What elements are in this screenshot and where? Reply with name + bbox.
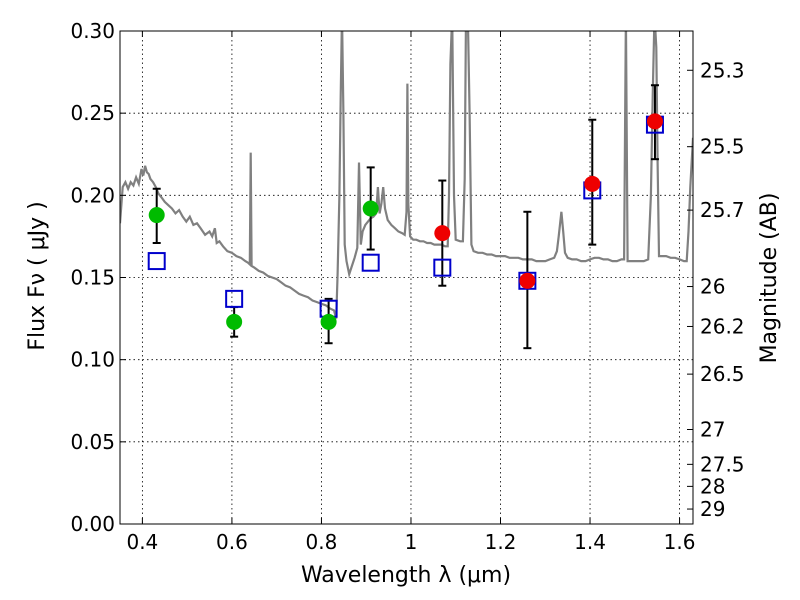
- observed-markers: [148, 113, 663, 330]
- y-tick-label: 0.05: [70, 430, 115, 454]
- observed-flux-point: [584, 175, 601, 192]
- y-tick-label: 0.15: [70, 266, 115, 290]
- y-tick-label: 0.30: [70, 19, 115, 43]
- plot-area: [120, 31, 693, 350]
- magnitude-tick-label: 25.7: [700, 198, 745, 222]
- observed-flux-point: [148, 207, 165, 224]
- magnitude-axis-label: Magnitude (AB): [757, 193, 782, 364]
- x-axis-ticks: 0.4 0.6 0.8 1 1.2 1.4 1.6: [126, 31, 695, 554]
- x-tick-label: 0.8: [306, 530, 338, 554]
- grid-lines: [120, 31, 693, 524]
- magnitude-tick-label: 26: [700, 275, 725, 299]
- x-tick-label: 1: [405, 530, 418, 554]
- observed-flux-point: [434, 225, 451, 242]
- observed-flux-point: [519, 272, 536, 289]
- observed-flux-point: [320, 313, 337, 330]
- x-tick-label: 0.6: [216, 530, 248, 554]
- model-photometry-square: [433, 258, 452, 277]
- model-photometry-square: [225, 289, 244, 308]
- observed-flux-point: [646, 113, 663, 130]
- magnitude-tick-label: 26.5: [700, 362, 745, 386]
- x-tick-label: 1.6: [664, 530, 696, 554]
- y-axis-ticks: 0.00 0.05 0.10 0.15 0.20 0.25 0.30: [70, 19, 126, 536]
- magnitude-tick-label: 28: [700, 474, 725, 498]
- y-tick-label: 0.25: [70, 101, 115, 125]
- y-tick-label: 0.20: [70, 183, 115, 207]
- y-tick-label: 0.00: [70, 512, 115, 536]
- magnitude-tick-label: 25.5: [700, 135, 745, 159]
- magnitude-tick-label: 29: [700, 497, 725, 521]
- model-photometry-square: [361, 253, 380, 272]
- observed-flux-point: [362, 200, 379, 217]
- magnitude-tick-label: 27: [700, 418, 725, 442]
- y-axis-label: Flux Fν ( μJy ): [25, 201, 50, 350]
- observed-flux-point: [226, 313, 243, 330]
- magnitude-tick-label: 25.3: [700, 58, 745, 82]
- x-tick-label: 1.2: [485, 530, 517, 554]
- spectrum-line: [120, 31, 693, 319]
- x-axis-label: Wavelength λ (μm): [301, 563, 511, 588]
- magnitude-tick-label: 26.2: [700, 314, 745, 338]
- model-photometry-square: [147, 252, 166, 271]
- y-tick-label: 0.10: [70, 348, 115, 372]
- magnitude-tick-label: 27.5: [700, 452, 745, 476]
- x-tick-label: 1.4: [574, 530, 606, 554]
- x-tick-label: 0.4: [126, 530, 158, 554]
